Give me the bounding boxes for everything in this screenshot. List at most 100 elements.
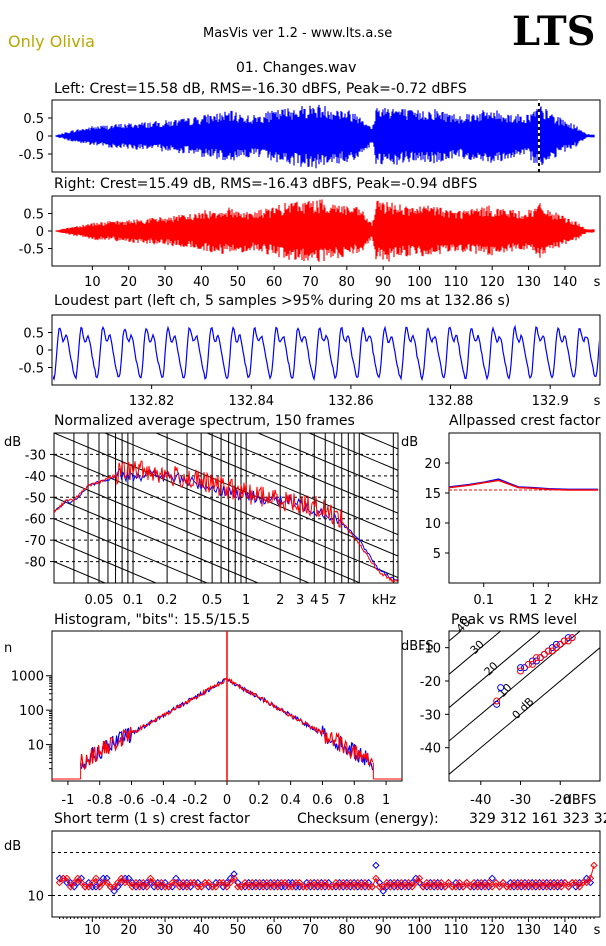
short-crest-point-right xyxy=(175,883,184,891)
spectrum-xtick-label: 0.05 xyxy=(85,593,114,608)
short-crest-xtick-label: 40 xyxy=(193,923,210,938)
short-crest-point-right xyxy=(524,878,533,887)
short-crest-point-right xyxy=(452,883,460,891)
peak-rms-point-right xyxy=(524,660,532,668)
peak-rms-diagonal-label: 20 xyxy=(482,659,501,678)
right-xtick-label: 100 xyxy=(407,275,432,290)
right-xtick-label: 110 xyxy=(443,275,468,290)
short-crest-point-right xyxy=(143,883,151,891)
short-crest-point-left xyxy=(379,887,387,895)
short-crest-ylabel: dB xyxy=(4,839,21,854)
spectrum-xtick-label: 0.2 xyxy=(157,593,178,608)
short-crest-point-right xyxy=(183,883,191,891)
left-ytick-label: 0 xyxy=(36,130,44,145)
spectrum-slope-line xyxy=(205,433,398,514)
short-crest-point-right xyxy=(306,878,315,887)
histogram-xtick-label: -0.4 xyxy=(151,793,176,808)
short-crest-point-right xyxy=(226,878,235,887)
short-crest-point-right xyxy=(266,883,275,891)
short-crest-point-right xyxy=(197,883,206,891)
spectrum-ytick-label: -50 xyxy=(25,491,46,506)
peak-rms-xtick-label: -40 xyxy=(470,793,491,808)
spectrum-ylabel: dB xyxy=(4,435,21,450)
spectrum-title: Normalized average spectrum, 150 frames xyxy=(54,413,355,429)
allpass-xunit: kHz xyxy=(574,593,598,608)
short-crest-line xyxy=(59,865,595,888)
short-crest-point-left xyxy=(103,874,111,883)
short-crest-point-right xyxy=(103,878,111,887)
short-crest-point-right xyxy=(368,883,377,891)
short-crest-point-right xyxy=(230,874,238,883)
peak-rms-ylabel: dBFS xyxy=(401,639,434,654)
spectrum-ytick-label: -30 xyxy=(25,448,46,463)
checksum-value: 329 312 161 323 325 xyxy=(469,811,606,827)
short-crest-point-right xyxy=(553,878,562,887)
short-crest-point-right xyxy=(328,883,337,891)
spectrum-xunit: kHz xyxy=(372,593,396,608)
histogram-xtick-label: -0.6 xyxy=(119,793,144,808)
short-crest-point-right xyxy=(255,878,264,887)
short-crest-point-left xyxy=(110,887,118,895)
short-crest-point-left xyxy=(372,861,380,870)
histogram-xtick-label: 0.2 xyxy=(248,793,269,808)
short-crest-point-right xyxy=(470,878,478,887)
short-crest-point-right xyxy=(117,874,126,883)
peak-rms-point-right xyxy=(556,640,564,648)
short-crest-xtick-label: 10 xyxy=(84,923,101,938)
short-crest-point-right xyxy=(492,878,500,887)
short-crest-point-right xyxy=(372,874,380,883)
short-crest-point-right xyxy=(139,878,147,887)
peak-rms-point-left xyxy=(497,684,505,692)
short-crest-point-right xyxy=(281,878,289,887)
spectrum-xtick-label: 0.5 xyxy=(202,593,223,608)
allpass-series-right xyxy=(448,479,598,491)
short-crest-xtick-label: 130 xyxy=(516,923,541,938)
right-xtick-label: 120 xyxy=(480,275,505,290)
short-crest-point-right xyxy=(263,878,271,887)
spectrum-xtick-label: 7 xyxy=(338,593,346,608)
short-crest-point-right xyxy=(386,883,395,891)
spectrum-slope-line xyxy=(54,518,209,583)
short-crest-point-right xyxy=(572,878,580,887)
short-crest-point-right xyxy=(84,883,93,891)
peak-rms-frame xyxy=(448,630,601,782)
right-ytick-label: 0.5 xyxy=(23,208,44,223)
loudest-waveform xyxy=(53,324,599,382)
short-crest-point-right xyxy=(390,878,398,887)
short-crest-point-right xyxy=(124,878,133,887)
spectrum-xtick-label: 4 xyxy=(310,593,318,608)
left-ytick-label: 0.5 xyxy=(23,112,44,127)
spectrum-slope-line xyxy=(54,453,362,583)
short-crest-point-right xyxy=(157,878,166,887)
right-waveform xyxy=(55,199,595,262)
short-crest-point-right xyxy=(444,878,453,887)
short-crest-point-right xyxy=(437,878,446,887)
short-crest-point-right xyxy=(114,878,122,887)
short-crest-point-right xyxy=(546,878,555,887)
short-crest-point-right xyxy=(317,883,326,891)
loudest-title: Loudest part (left ch, 5 samples >95% du… xyxy=(54,293,511,309)
right-xtick-label: 70 xyxy=(302,275,319,290)
peak-rms-point-left xyxy=(517,664,525,672)
short-crest-point-right xyxy=(561,878,569,887)
short-crest-xtick-label: 90 xyxy=(375,923,392,938)
short-crest-point-right xyxy=(313,878,322,887)
right-xtick-label: 50 xyxy=(229,275,246,290)
loudest-ytick-label: 0.5 xyxy=(23,327,44,342)
spectrum-xtick-label: 1 xyxy=(242,593,250,608)
peak-rms-diagonal-label: 30 xyxy=(468,638,487,657)
short-crest-point-right xyxy=(459,883,467,891)
peak-rms-diagonal-label: 0 dB xyxy=(510,695,537,722)
short-crest-point-right xyxy=(564,883,573,891)
short-crest-point-right xyxy=(63,874,71,883)
short-crest-point-right xyxy=(244,883,253,891)
short-crest-point-right xyxy=(204,878,213,887)
spectrum-xtick-label: 2 xyxy=(276,593,284,608)
short-crest-point-right xyxy=(575,883,584,891)
peak-rms-xlabel: dBFS xyxy=(564,793,597,808)
peak-rms-point-right xyxy=(540,650,548,658)
right-xtick-label: 60 xyxy=(266,275,283,290)
peak-rms-xtick-label: -20 xyxy=(550,793,571,808)
short-crest-point-right xyxy=(146,874,155,883)
allpass-ytick-label: 20 xyxy=(424,457,441,472)
